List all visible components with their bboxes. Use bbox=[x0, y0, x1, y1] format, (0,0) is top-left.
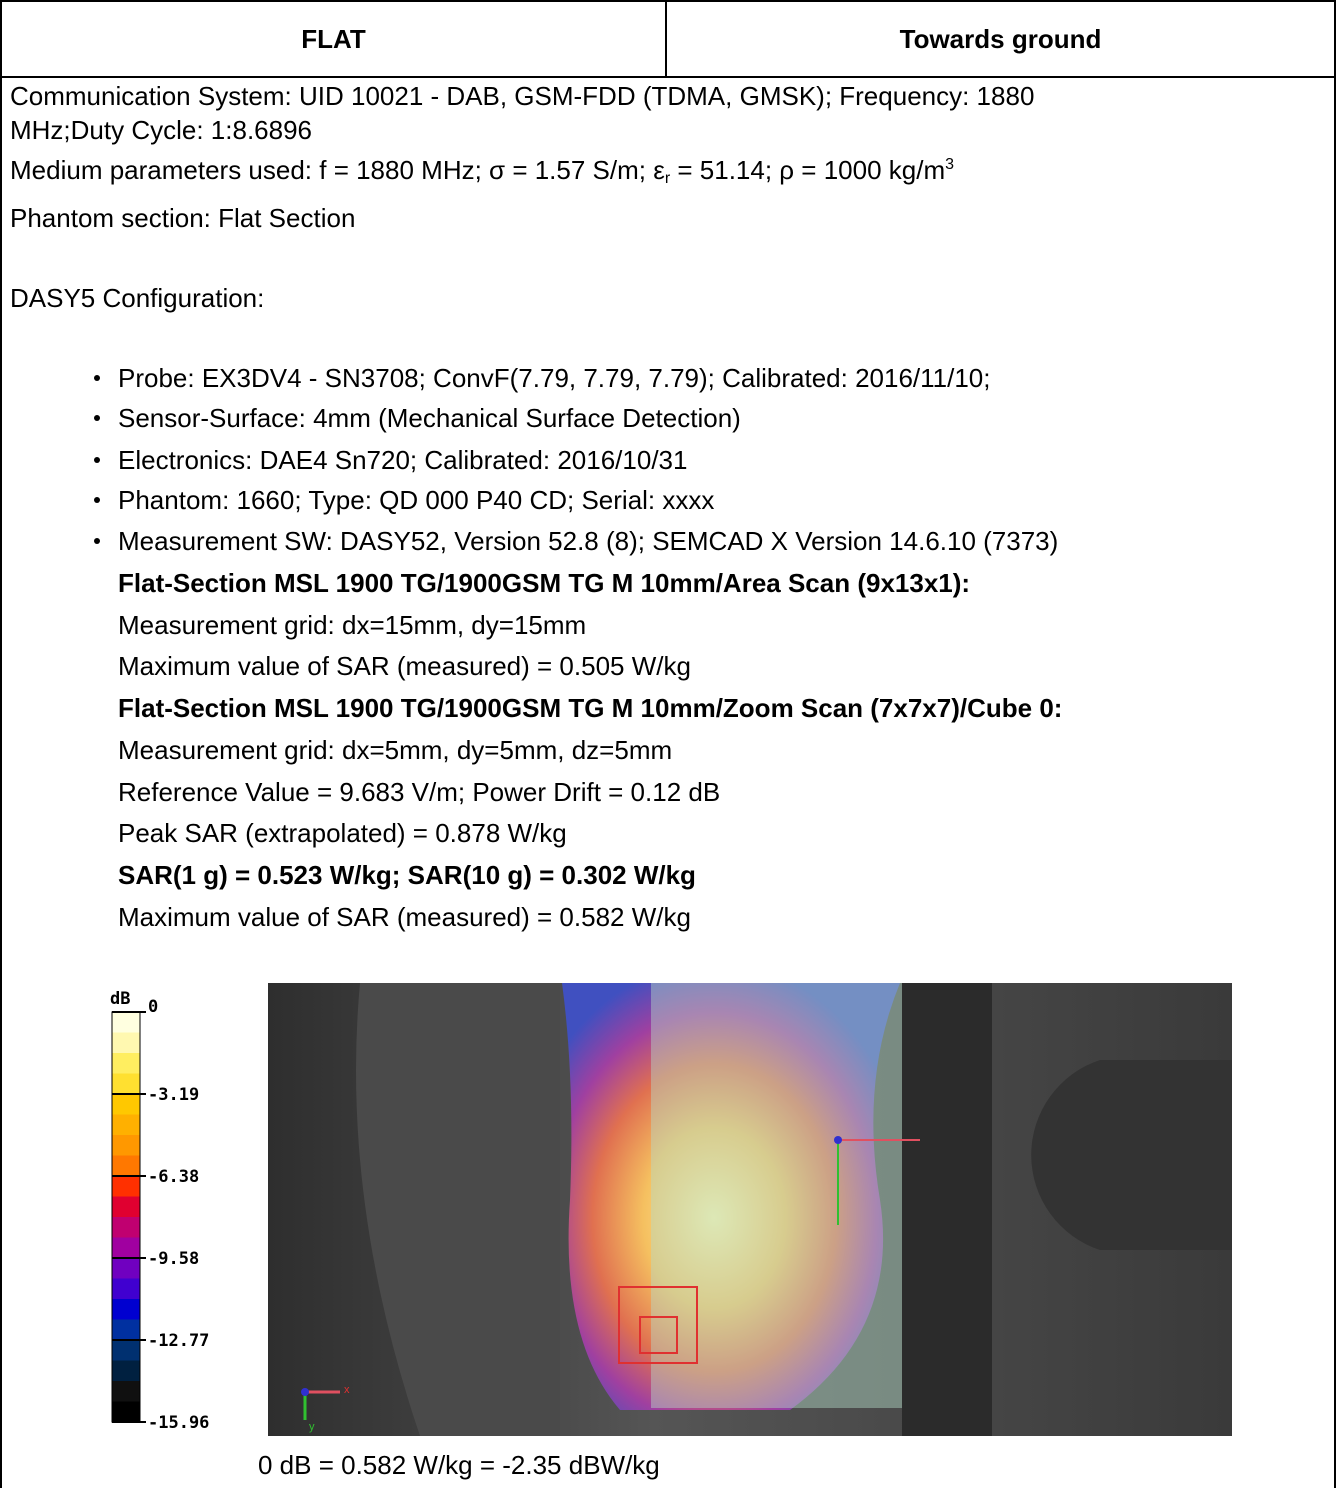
phantom-shape bbox=[1031, 1060, 1232, 1250]
colorbar-band bbox=[112, 1135, 140, 1156]
axis-label: x bbox=[344, 1384, 350, 1396]
colorbar-label: -12.77 bbox=[148, 1331, 209, 1351]
figure: x y 0 -3.19 -6.38 -9.58 -12.77 -15.96 dB bbox=[0, 0, 1336, 1488]
colorbar-band bbox=[112, 1279, 140, 1300]
phantom-shape bbox=[902, 983, 992, 1436]
axis-label: y bbox=[309, 1421, 315, 1433]
origin bbox=[834, 1136, 842, 1144]
colorbar-band bbox=[112, 1381, 140, 1402]
colorbar-band bbox=[112, 1299, 140, 1320]
colorbar-band bbox=[112, 1340, 140, 1361]
colorbar: 0 -3.19 -6.38 -9.58 -12.77 -15.96 bbox=[112, 997, 209, 1433]
colorbar-band bbox=[112, 1176, 140, 1197]
colorbar-band bbox=[112, 1053, 140, 1074]
colorbar-band bbox=[112, 1033, 140, 1054]
colorbar-band bbox=[112, 1258, 140, 1279]
colorbar-band bbox=[112, 1197, 140, 1218]
colorbar-label: -3.19 bbox=[148, 1085, 199, 1105]
colorbar-label: 0 bbox=[148, 997, 158, 1017]
page: FLAT Towards ground Communication System… bbox=[0, 0, 1336, 1488]
origin bbox=[301, 1388, 309, 1396]
colorbar-label: -15.96 bbox=[148, 1413, 209, 1433]
colorbar-band bbox=[112, 1074, 140, 1095]
colorbar-band bbox=[112, 1320, 140, 1341]
colorbar-band bbox=[112, 1094, 140, 1115]
colorbar-band bbox=[112, 1217, 140, 1238]
colorbar-band bbox=[112, 1115, 140, 1136]
colorbar-label: -6.38 bbox=[148, 1167, 199, 1187]
colorbar-band bbox=[112, 1012, 140, 1033]
colorbar-band bbox=[112, 1361, 140, 1382]
colorbar-band bbox=[112, 1156, 140, 1177]
colorbar-unit: dB bbox=[110, 989, 130, 1009]
colorbar-band bbox=[112, 1238, 140, 1259]
caption: 0 dB = 0.582 W/kg = -2.35 dBW/kg bbox=[258, 1450, 660, 1480]
overlay bbox=[651, 983, 902, 1408]
colorbar-label: -9.58 bbox=[148, 1249, 199, 1269]
colorbar-band bbox=[112, 1402, 140, 1423]
